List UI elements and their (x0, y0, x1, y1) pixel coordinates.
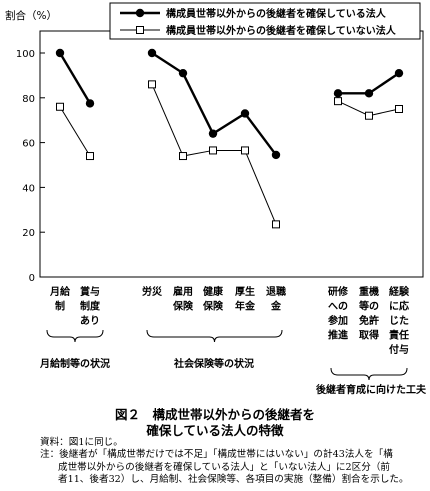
data-point-series-2 (179, 152, 187, 161)
y-tick-label: 20 (22, 228, 35, 239)
category-label: 退職 (266, 285, 286, 298)
series-2-line-group-1 (59, 106, 91, 157)
category-label: 付与 (389, 343, 409, 356)
data-point-series-1 (85, 99, 95, 108)
legend-marker-series-2 (136, 26, 144, 34)
data-point-series-1 (240, 109, 250, 118)
category-label: 保険 (202, 300, 224, 313)
category-label: 責任 (389, 329, 409, 342)
y-axis-label: 割合（%） (5, 9, 57, 22)
category-label: 健康 (203, 285, 224, 298)
category-label: 制度 (80, 300, 101, 313)
group-label: 社会保険等の状況 (173, 357, 254, 370)
legend-label-series-1: 構成員世帯以外からの後継者を確保している法人 (166, 7, 387, 20)
group-bracket (330, 367, 408, 381)
data-point-series-1 (271, 150, 281, 160)
category-label: 等の (359, 300, 379, 313)
note-line-2: 成世帯以外からの後継者を確保している法人」と「いない法人」に2区分（前 (58, 461, 391, 473)
group-label: 月給制等の状況 (39, 357, 110, 370)
data-point-series-1 (333, 89, 343, 98)
series-1-line-group-2 (151, 51, 277, 156)
figure-caption-line-1: 図２ 構成世帯以外からの後継者を (114, 407, 315, 422)
category-label: に応 (389, 300, 409, 313)
note-line-1: 注：後継者が「構成世帯だけでは不足」「構成世帯にはいない」の計43法人を「構 (40, 449, 393, 461)
legend-label-series-2: 構成員世帯以外からの後継者を確保していない法人 (166, 24, 397, 37)
y-tick-label: 0 (29, 273, 35, 284)
data-point-series-2 (272, 220, 280, 229)
data-point-series-2 (334, 97, 342, 106)
category-label: 保険 (172, 300, 194, 313)
data-point-series-1 (364, 89, 374, 98)
figure-notes: 資料：図1に同じ。 注：後継者が「構成世帯だけでは不足」「構成世帯にはいない」の… (40, 437, 424, 487)
note-line-3: 者11、後者32）し、月給制、社会保険等、各項目の実施（整備）割合を示した。 (58, 474, 409, 486)
category-label: 金 (270, 300, 282, 313)
category-label: 厚生 (235, 285, 255, 298)
data-point-series-2 (56, 102, 64, 111)
category-label: 賞与 (80, 285, 100, 298)
plot-area-frame (39, 30, 424, 278)
category-label: 免許 (359, 314, 379, 327)
category-label: 研修 (328, 285, 349, 298)
data-point-series-1 (208, 129, 218, 138)
group-bracket (46, 329, 104, 343)
series-2 (56, 80, 403, 229)
data-point-series-1 (147, 48, 157, 58)
category-label: 推進 (328, 329, 349, 342)
category-label: への (328, 302, 348, 313)
category-label: 取得 (359, 329, 379, 342)
data-point-series-1 (55, 48, 65, 58)
data-point-series-2 (86, 152, 94, 161)
legend-marker-series-1 (135, 8, 145, 18)
category-label: 労災 (142, 285, 163, 298)
data-point-series-2 (395, 105, 403, 113)
data-point-series-2 (365, 111, 373, 120)
series-1 (55, 48, 404, 160)
data-point-series-1 (394, 68, 404, 78)
category-label: 月給 (49, 285, 71, 298)
y-tick-label: 40 (22, 183, 35, 194)
group-bracket (146, 329, 283, 343)
category-label: 年金 (235, 300, 256, 313)
y-tick-label: 60 (22, 139, 35, 150)
legend-box (109, 2, 421, 40)
series-1-line-group-1 (58, 52, 92, 105)
category-label: 参加 (328, 314, 348, 327)
category-label: 雇用 (173, 285, 193, 298)
y-tick-label: 100 (16, 49, 35, 60)
figure-caption-line-2: 確保している法人の特徴 (146, 423, 284, 438)
y-tick-label: 80 (22, 94, 35, 105)
data-point-series-1 (178, 68, 188, 78)
data-point-series-2 (209, 146, 217, 155)
line-chart: 割合（%） 0 20 40 60 80 100 構成員世帯以外からの後継者を確保している法… (5, 2, 427, 396)
category-label: 経験 (389, 285, 410, 298)
data-point-series-2 (148, 80, 156, 89)
category-label: 重機 (359, 285, 379, 298)
source-note: 資料：図1に同じ。 (40, 437, 123, 448)
category-label: あり (80, 314, 100, 327)
category-label: じた (389, 315, 409, 327)
legend: 構成員世帯以外からの後継者を確保している法人構成員世帯以外からの後継者を確保して… (109, 2, 421, 40)
category-label: 制 (55, 300, 65, 313)
group-label: 後継者育成に向けた工夫 (316, 383, 427, 396)
data-point-series-2 (241, 146, 249, 155)
